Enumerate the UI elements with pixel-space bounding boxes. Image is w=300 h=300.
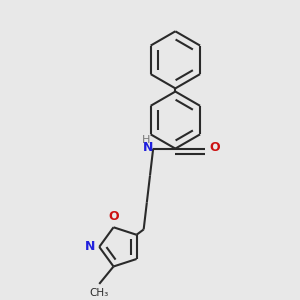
- Text: N: N: [142, 142, 153, 154]
- Text: O: O: [210, 142, 220, 154]
- Text: O: O: [108, 209, 119, 223]
- Text: CH₃: CH₃: [90, 288, 109, 298]
- Text: H: H: [142, 135, 151, 145]
- Text: N: N: [85, 240, 95, 253]
